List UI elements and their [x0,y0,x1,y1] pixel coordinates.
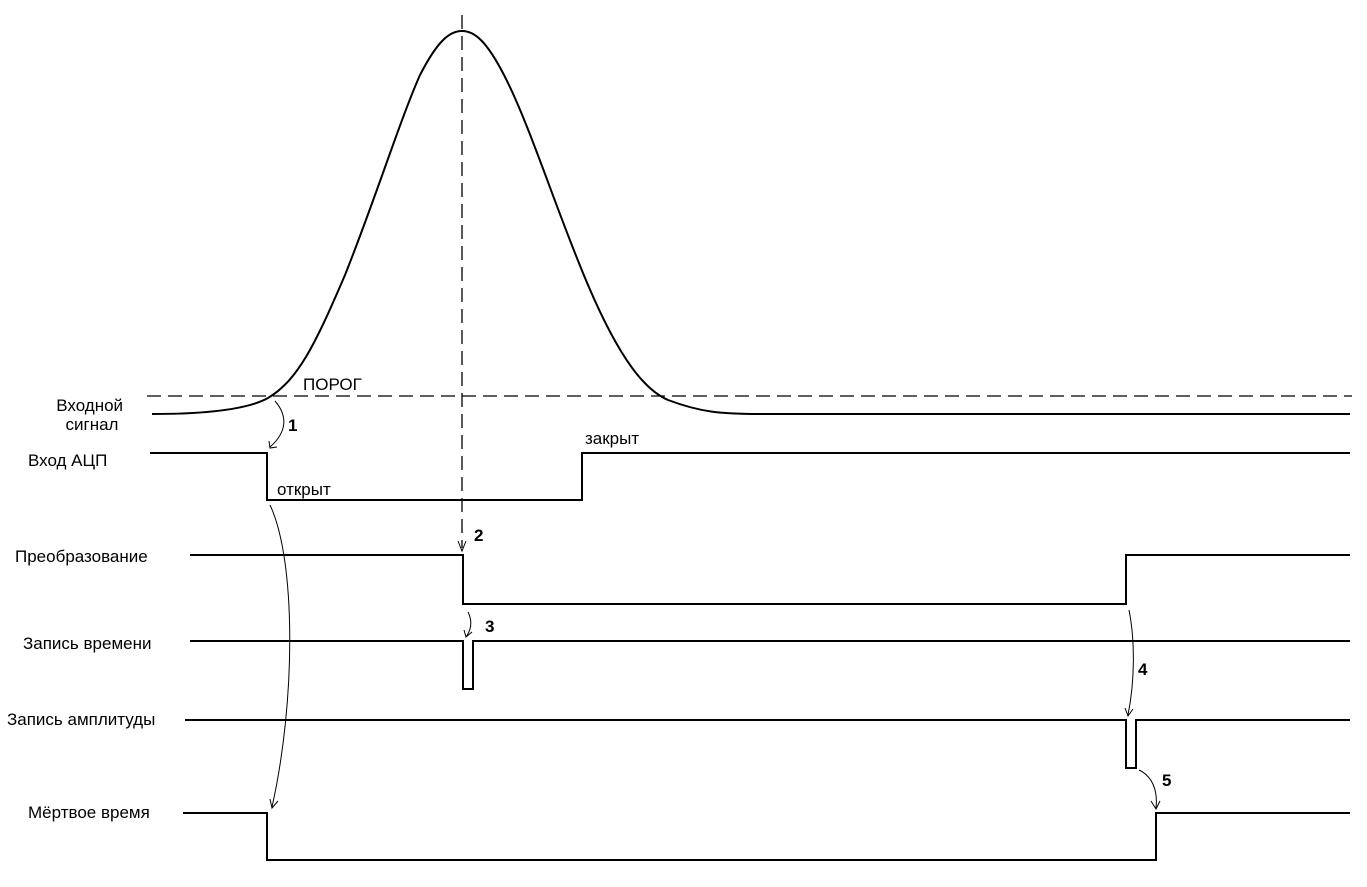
dead-time-trace [183,812,1350,861]
arrow-4 [1127,609,1134,716]
step-5-label: 5 [1162,771,1171,790]
time-record-label: Запись времени [23,634,151,653]
adc-closed-label: закрыт [585,429,639,448]
arrow-1 [269,400,285,448]
conversion-label: Преобразование [15,547,148,566]
arrow-4-head [1124,707,1134,718]
arrow-5 [1138,769,1157,809]
adc-open-label: открыт [277,480,331,499]
input-signal-trace [151,29,1350,415]
arrow-3-head [463,629,473,638]
amplitude-record-label: Запись амплитуды [7,710,155,729]
dead-time-label: Мёртвое время [28,803,150,822]
arrow-dead-time-start-head [269,798,279,810]
arrow-2-head [457,540,467,553]
arrow-5-head [1150,800,1161,811]
input-signal-label-line2: сигнал [66,415,119,434]
step-2-label: 2 [474,526,483,545]
arrow-1-head [268,440,278,449]
time-record-trace [190,640,1350,690]
step-3-label: 3 [485,617,494,636]
threshold-label: ПОРОГ [303,375,362,394]
adc-input-label: Вход АЦП [28,451,107,470]
amplitude-record-trace [185,719,1350,769]
input-signal-label: Входной сигнал [56,396,128,434]
step-4-label: 4 [1138,660,1148,679]
conversion-trace [190,554,1350,605]
input-signal-label-line1: Входной [56,396,123,415]
step-1-label: 1 [288,416,297,435]
adc-input-trace [150,452,1350,501]
arrow-dead-time-start [269,504,291,808]
arrow-3 [465,611,472,638]
